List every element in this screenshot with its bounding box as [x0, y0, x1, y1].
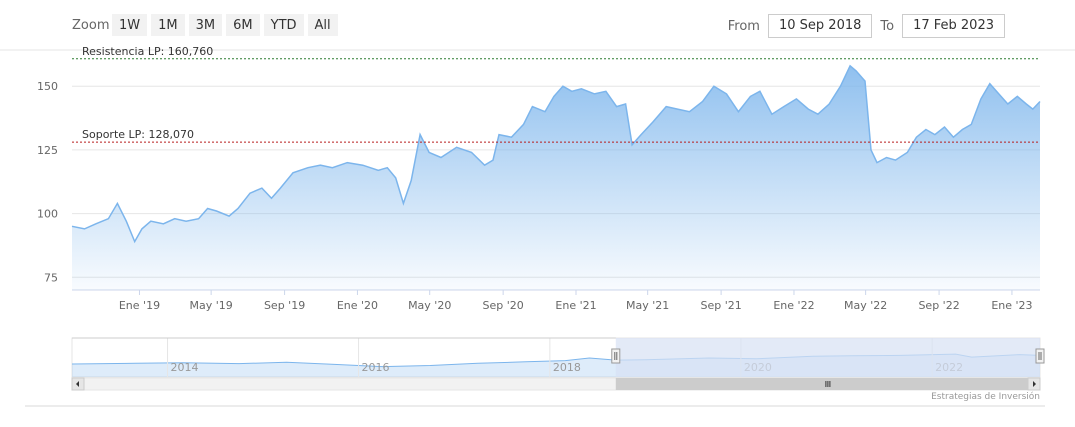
- scroll-right-button[interactable]: [1027, 377, 1041, 391]
- x-tick-label: May '20: [408, 299, 451, 312]
- x-tick-label: May '19: [190, 299, 233, 312]
- navigator-selection-mask[interactable]: [615, 338, 1040, 377]
- navigator[interactable]: 2014 2016 2018 2020 2022: [25, 337, 1045, 407]
- x-tick-label: Ene '22: [773, 299, 814, 312]
- price-area-series: [71, 64, 1041, 290]
- navigator-left-handle[interactable]: [611, 348, 621, 364]
- zoom-1w-button[interactable]: 1W: [112, 14, 148, 36]
- x-tick-label: May '22: [844, 299, 887, 312]
- price-area-fill: [72, 65, 1040, 290]
- y-tick-label: 100: [37, 208, 58, 221]
- navigator-year-label: 2014: [171, 361, 199, 374]
- zoom-6m-button[interactable]: 6M: [226, 14, 260, 36]
- grid-lines: [0, 49, 1075, 291]
- zoom-label: Zoom: [72, 18, 110, 33]
- x-tick-label: Ene '20: [337, 299, 378, 312]
- x-tick-label: Ene '19: [119, 299, 160, 312]
- plot-lines: Resistencia LP: 160,760 Soporte LP: 128,0…: [72, 45, 1040, 143]
- navigator-year-label: 2016: [362, 361, 390, 374]
- x-axis: Ene '19 May '19 Sep '19 Ene '20 May '20 Sep '…: [119, 290, 1033, 312]
- date-range-inputs: From 10 Sep 2018 To 17 Feb 2023: [728, 14, 1005, 38]
- y-tick-label: 125: [37, 144, 58, 157]
- navigator-year-label: 2018: [553, 361, 581, 374]
- zoom-1m-button[interactable]: 1M: [151, 14, 185, 36]
- y-tick-label: 75: [44, 271, 58, 284]
- x-tick-label: Sep '20: [483, 299, 524, 312]
- x-tick-label: May '21: [626, 299, 669, 312]
- x-tick-label: Sep '21: [700, 299, 741, 312]
- x-tick-label: Ene '21: [555, 299, 596, 312]
- zoom-buttons: 1W 1M 3M 6M YTD All: [112, 14, 338, 36]
- price-line: [71, 64, 1041, 244]
- navigator-year-label: 2022: [935, 361, 963, 374]
- credits-label: Estrategias de Inversión: [931, 392, 1040, 402]
- y-axis: 75 100 125 150: [37, 80, 58, 284]
- arrow-left-icon: [76, 381, 79, 387]
- resistance-label: Resistencia LP: 160,760: [82, 45, 213, 58]
- navigator-year-label: 2020: [744, 361, 772, 374]
- y-tick-label: 150: [37, 80, 58, 93]
- support-label: Soporte LP: 128,070: [82, 128, 194, 141]
- arrow-right-icon: [1033, 381, 1036, 387]
- x-tick-label: Sep '22: [918, 299, 959, 312]
- navigator-background: [71, 337, 1041, 378]
- range-selector-toolbar: Zoom 1W 1M 3M 6M YTD All From 10 Sep 201…: [70, 12, 1005, 40]
- scroll-left-button[interactable]: [71, 377, 85, 391]
- to-date-input[interactable]: 17 Feb 2023: [902, 14, 1005, 38]
- navigator-area: [72, 354, 1040, 377]
- zoom-ytd-button[interactable]: YTD: [263, 14, 304, 36]
- scrollbar-thumb[interactable]: [615, 378, 1040, 390]
- from-date-input[interactable]: 10 Sep 2018: [767, 14, 873, 38]
- scrollbar-track[interactable]: [71, 377, 1041, 391]
- navigator-right-handle[interactable]: [1035, 348, 1045, 364]
- x-tick-label: Ene '23: [991, 299, 1032, 312]
- zoom-3m-button[interactable]: 3M: [188, 14, 223, 36]
- from-label: From: [727, 18, 760, 34]
- x-tick-label: Sep '19: [264, 299, 305, 312]
- to-label: To: [880, 18, 895, 34]
- zoom-all-button[interactable]: All: [307, 14, 338, 36]
- navigator-line: [71, 353, 1041, 368]
